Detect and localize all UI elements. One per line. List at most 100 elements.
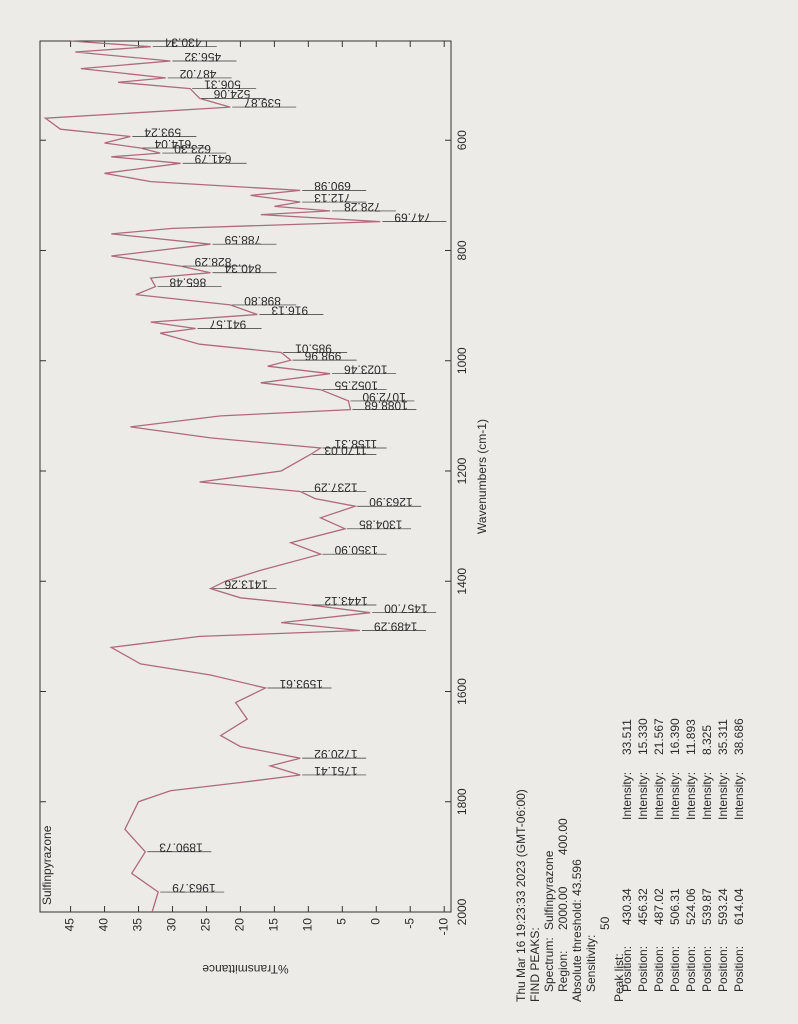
peak-row-text: 487.02: [652, 888, 666, 925]
peak-label: 898.80: [244, 294, 281, 308]
peak-label: 1413.26: [224, 577, 268, 591]
peak-row-text: 21.567: [652, 718, 666, 755]
peak-row-text: 35.311: [716, 719, 730, 755]
y-tick-label: 10: [301, 918, 315, 932]
y-tick-label: 0: [368, 918, 382, 925]
report-text: Thu Mar 16 19:23:33 2023 (GMT-06:00): [514, 789, 528, 1002]
peak-row-text: Intensity:: [652, 772, 666, 820]
peak-row-text: Intensity:: [668, 772, 682, 820]
peak-label: 456.32: [184, 50, 221, 64]
peak-row-text: Position:: [732, 946, 746, 992]
peak-row-text: Position:: [668, 946, 682, 992]
peak-row-text: Intensity:: [716, 772, 730, 820]
peak-label: 865.48: [169, 275, 206, 289]
peak-label: 728.28: [344, 200, 381, 214]
report-text: 2000.00: [556, 886, 570, 930]
y-tick-label: 35: [131, 918, 145, 932]
peak-label: 788.59: [224, 233, 261, 247]
peak-row-text: Position:: [700, 946, 714, 992]
peak-row-text: Position:: [684, 946, 698, 992]
peak-label: 1052.55: [334, 379, 378, 393]
peak-label: 1023.46: [344, 362, 388, 376]
peak-label: 1489.29: [374, 619, 418, 633]
peak-label: 1457.00: [384, 601, 428, 615]
peak-row-text: 506.31: [668, 888, 682, 925]
x-tick-label: 1800: [455, 788, 469, 815]
peak-row-text: 8.325: [700, 725, 714, 755]
x-tick-label: 1000: [455, 347, 469, 374]
peak-row-text: 430.34: [620, 888, 634, 925]
peak-label: 828.29: [194, 255, 231, 269]
y-tick-label: 5: [334, 918, 348, 925]
report-text: Sensitivity:: [584, 935, 598, 992]
peak-label: 747.69: [394, 210, 431, 224]
peak-row-text: 16.390: [668, 718, 682, 755]
peak-label: 1963.79: [172, 881, 216, 895]
peak-label: 1304.85: [359, 518, 403, 532]
peak-label: 985.01: [295, 341, 332, 355]
peak-label: 623.30: [174, 142, 211, 156]
peak-label: 1072.90: [362, 390, 406, 404]
peak-label: 539.87: [244, 96, 281, 110]
peak-label: 1263.90: [369, 495, 413, 509]
y-tick-label: 25: [199, 918, 213, 932]
peak-label: 1443.12: [324, 594, 368, 608]
report-text: Absolute threshold: 43.596: [570, 859, 584, 1002]
peak-row-text: 593.24: [716, 888, 730, 925]
y-tick-label: 30: [165, 918, 179, 932]
y-tick-label: -10: [436, 918, 450, 936]
chart-title: Sulfinpyrazone: [40, 825, 54, 905]
report-text: 50: [598, 916, 612, 930]
peak-label: 614.04: [154, 137, 191, 151]
peak-label: 941.57: [209, 317, 246, 331]
peak-label: 506.31: [204, 77, 241, 91]
peak-row-text: Position:: [652, 946, 666, 992]
peak-row-text: 524.06: [684, 888, 698, 925]
y-axis-label: %Transmittance: [202, 962, 289, 976]
x-tick-label: 1400: [455, 568, 469, 595]
spectrum-line: [43, 40, 381, 913]
peak-label: 712.13: [314, 191, 351, 205]
x-tick-label: 600: [455, 130, 469, 150]
report-text: Region:: [556, 951, 570, 992]
y-tick-label: 15: [267, 918, 281, 932]
peak-row-text: 33.511: [620, 719, 634, 755]
x-tick-label: 800: [455, 240, 469, 260]
y-tick-label: -5: [402, 918, 416, 929]
peak-label: 840.34: [224, 262, 261, 276]
report-text: 400.00: [556, 818, 570, 855]
y-tick-label: 40: [97, 918, 111, 932]
peak-label: 1158.31: [334, 437, 377, 451]
y-tick-label: 20: [233, 918, 247, 932]
peak-label: 430.34: [164, 36, 201, 50]
peak-label: 1593.61: [279, 677, 323, 691]
peak-label: 1890.73: [159, 841, 203, 855]
peak-row-text: 11.893: [684, 719, 698, 755]
peak-label: 1170.03: [324, 443, 367, 457]
peak-label: 690.98: [314, 179, 351, 193]
peak-label: 524.06: [213, 87, 250, 101]
plot-frame: [39, 40, 452, 913]
peak-row-text: Intensity:: [700, 772, 714, 820]
peak-label: 1237.29: [314, 480, 358, 494]
report-text: FIND PEAKS:: [528, 927, 542, 1002]
peak-row-text: Position:: [620, 946, 634, 992]
peak-row-text: 38.686: [732, 718, 746, 755]
report-text: Peak list:: [612, 953, 626, 1002]
x-tick-label: 1200: [455, 457, 469, 484]
peak-row-text: Intensity:: [620, 772, 634, 820]
peak-label: 1350.90: [334, 543, 378, 557]
y-tick-label: 45: [63, 918, 77, 932]
peak-row-text: Intensity:: [684, 772, 698, 820]
peak-label: 1088.68: [364, 398, 408, 412]
x-tick-label: 2000: [455, 898, 469, 925]
peak-row-text: Position:: [636, 946, 650, 992]
peak-label: 916.13: [271, 303, 308, 317]
report-text: Sulfinpyrazone: [542, 850, 556, 930]
peak-row-text: Intensity:: [636, 772, 650, 820]
peak-row-text: 15.330: [636, 718, 650, 755]
peak-label: 1751.41: [314, 764, 358, 778]
peak-row-text: 614.04: [732, 888, 746, 925]
